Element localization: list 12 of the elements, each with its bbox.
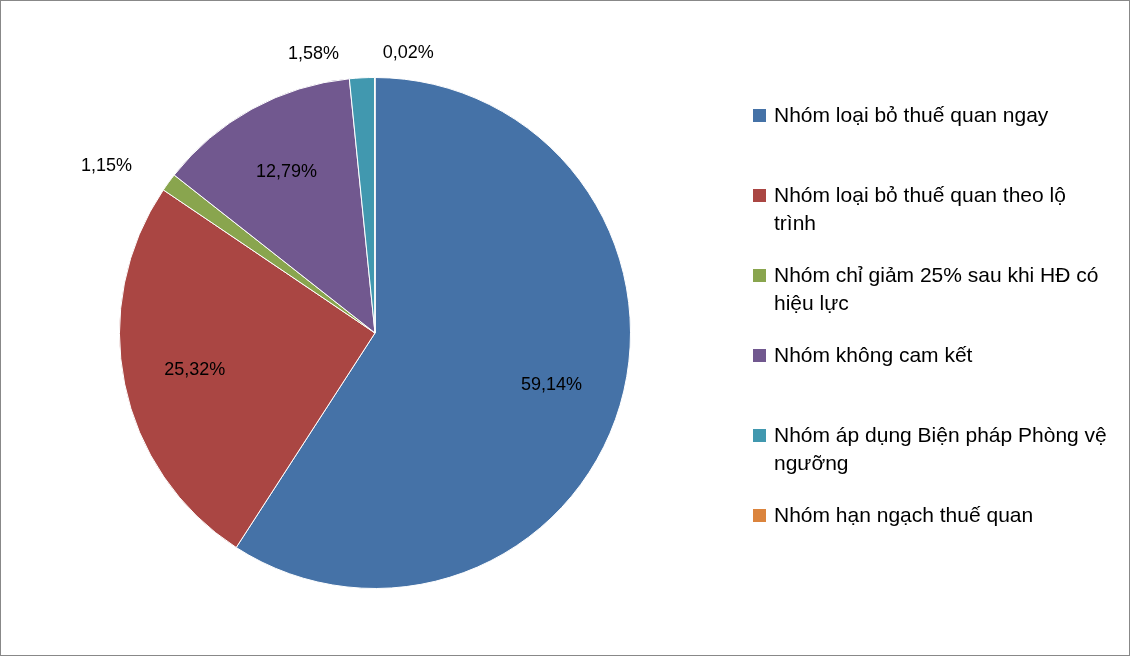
legend-label: Nhóm loại bỏ thuế quan theo lộ trình	[774, 182, 1067, 236]
legend-label: Nhóm hạn ngạch thuế quan	[774, 502, 1034, 528]
legend-label: Nhóm không cam kết	[774, 342, 973, 368]
data-label: 25,32%	[164, 358, 226, 379]
data-label: 1,15%	[81, 154, 133, 175]
data-label: 59,14%	[520, 374, 582, 395]
legend-label: Nhóm áp dụng Biện pháp Phòng vệ ngưỡng	[774, 422, 1108, 476]
data-label: 0,02%	[382, 42, 434, 63]
legend-label: Nhóm loại bỏ thuế quan ngay	[774, 102, 1049, 128]
data-label: 1,58%	[288, 42, 340, 63]
legend-label: Nhóm chỉ giảm 25% sau khi HĐ có hiệu lực	[774, 262, 1100, 316]
data-label: 12,79%	[255, 160, 317, 181]
